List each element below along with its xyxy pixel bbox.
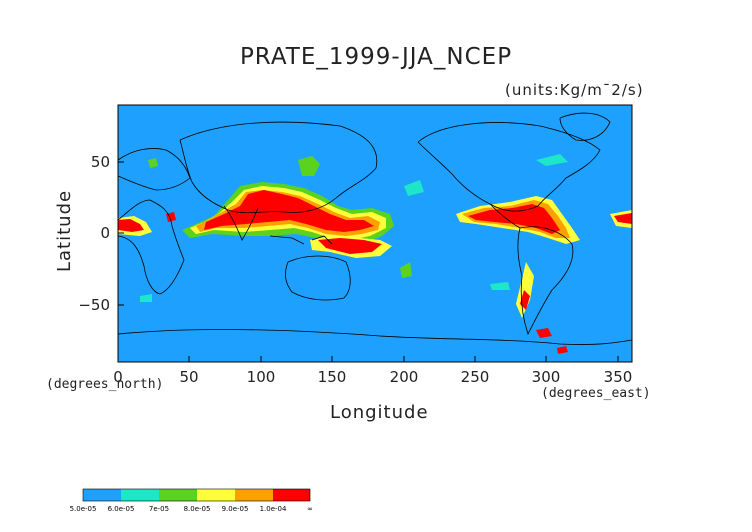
precip-region [490,282,510,290]
x-tick-label: 150 [318,368,347,386]
precip-region [400,262,412,278]
colorbar-swatch [83,489,121,501]
precip-region [204,190,374,232]
precip-region [298,156,320,176]
units-label: (units:Kg/m¯2/s) [505,81,644,99]
map-title: PRATE_1999-JJA_NCEP [239,44,513,70]
x-tick-label: 50 [179,368,198,386]
colorbar-label: 8.0e-05 [184,505,211,513]
y-axis-label: Latitude [54,189,75,272]
precip-region [536,328,552,338]
x-tick-label: 350 [604,368,633,386]
y-tick-label: −50 [78,296,110,314]
precip-region [318,238,382,254]
y-tick-label: 0 [100,224,110,242]
x-axis-label: Longitude [330,402,429,423]
precip-region [404,180,424,196]
y-tick-labels: 50 0 −50 [78,153,110,314]
precip-region [520,290,530,310]
precip-region [557,346,568,354]
precip-region [140,294,152,302]
x-tick-label: 100 [247,368,276,386]
colorbar-swatch [235,489,273,501]
colorbar-label: ∞ [307,505,313,513]
colorbar-swatch [197,489,235,501]
colorbar-swatch [121,489,159,501]
x-tick-label: 0 [113,368,123,386]
x-tick-label: 200 [390,368,419,386]
y-unit-note: (degrees_north) [46,377,164,392]
precip-fields [118,154,632,354]
x-tick-label: 250 [461,368,490,386]
precip-region [118,219,144,232]
colorbar-label: 1.0e-04 [260,505,287,513]
precip-region [468,204,560,234]
precip-region [148,158,158,168]
colorbar-label: 6.0e-05 [108,505,135,513]
coastlines [118,112,632,345]
axis-ticks [117,161,619,362]
colorbar-label: 5.0e-05 [70,505,97,513]
precip-region [614,213,632,224]
y-tick-label: 50 [91,153,110,171]
colorbar-label: 7e-05 [149,505,169,513]
colorbar-label: 9.0e-05 [222,505,249,513]
colorbar-swatch [273,489,310,501]
x-tick-labels: 0 50 100 150 200 250 300 350 [113,368,632,386]
precip-region [536,154,568,166]
x-unit-note: (degrees_east) [541,386,651,401]
colorbar-swatch [159,489,197,501]
colorbar: 5.0e-05 6.0e-05 7e-05 8.0e-05 9.0e-05 1.… [70,488,313,513]
x-tick-label: 300 [532,368,561,386]
